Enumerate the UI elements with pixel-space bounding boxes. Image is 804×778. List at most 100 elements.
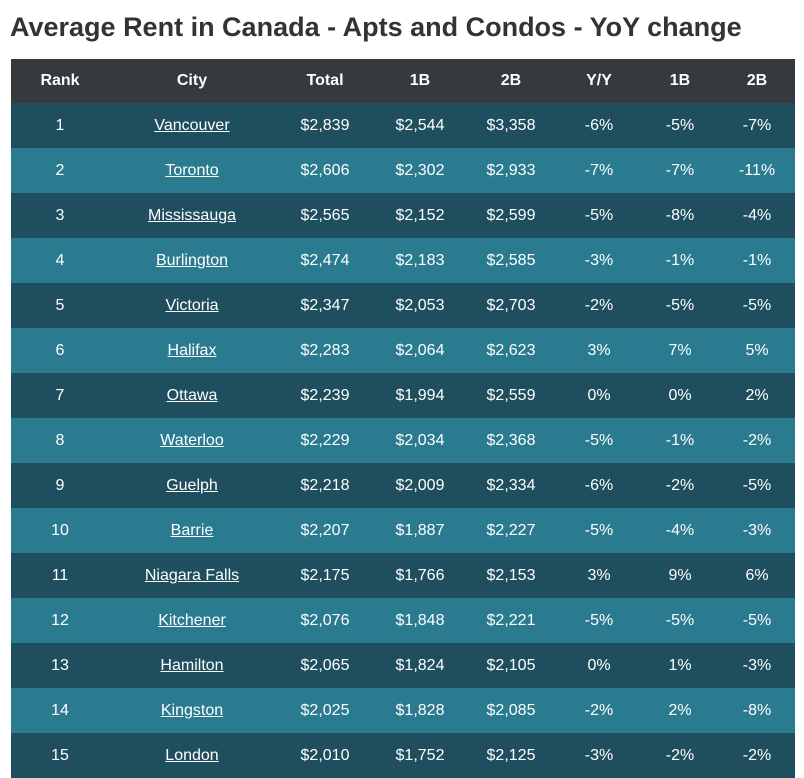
city-cell: London [109,733,275,778]
rank-cell: 4 [55,251,65,269]
change-2b-cell: -1% [742,251,772,269]
city-link[interactable]: Waterloo [160,431,224,449]
yy-change-cell: -6% [584,116,614,134]
city-link[interactable]: Kitchener [158,611,226,629]
total-rent-cell: $2,606 [300,161,350,179]
yy-change-cell: -5% [584,206,614,224]
rank-cell: 5 [55,296,65,314]
change-1b-cell: 7% [668,341,692,359]
rank-cell: 8 [55,431,65,449]
change-1b-cell: -2% [665,746,695,764]
total-rent-cell: $2,065 [300,656,350,674]
change-1b-cell: 0% [668,386,692,404]
rank-cell: 9 [55,476,65,494]
column-header-yy-change: Y/Y [586,72,612,89]
yy-change-cell: -5% [584,431,614,449]
table-row: 10 Barrie $2,207 $1,887 $2,227 -5% -4% -3% [11,508,795,553]
rank-cell: 14 [51,701,69,719]
rank-cell: 10 [51,521,69,539]
yy-change-cell: 0% [587,656,611,674]
city-link[interactable]: Ottawa [166,386,218,404]
change-2b-cell: -5% [742,611,772,629]
rent-1b-cell: $1,848 [395,611,445,629]
change-1b-cell: -5% [665,116,695,134]
change-1b-cell: -5% [665,611,695,629]
city-cell: Barrie [109,508,275,553]
rent-2b-cell: $3,358 [486,116,536,134]
change-2b-cell: -7% [742,116,772,134]
column-header-total: Total [306,72,344,89]
total-rent-cell: $2,347 [300,296,350,314]
city-cell: Waterloo [109,418,275,463]
city-link[interactable]: Vancouver [154,116,230,134]
change-1b-cell: 2% [668,701,692,719]
city-cell: Vancouver [109,103,275,148]
table-row: 6 Halifax $2,283 $2,064 $2,623 3% 7% 5% [11,328,795,373]
rank-cell: 15 [51,746,69,764]
change-2b-cell: -3% [742,521,772,539]
city-link[interactable]: Kingston [160,701,224,719]
table-row: 13 Hamilton $2,065 $1,824 $2,105 0% 1% -3% [11,643,795,688]
table-row: 12 Kitchener $2,076 $1,848 $2,221 -5% -5% -5% [11,598,795,643]
rent-1b-cell: $2,183 [395,251,445,269]
city-link[interactable]: Burlington [155,251,229,269]
yy-change-cell: -2% [584,701,614,719]
city-cell: Burlington [109,238,275,283]
yy-change-cell: 3% [587,566,611,584]
table-row: 11 Niagara Falls $2,175 $1,766 $2,153 3% 9% 6% [11,553,795,598]
city-link[interactable]: Mississauga [147,206,237,224]
rent-2b-cell: $2,105 [486,656,536,674]
total-rent-cell: $2,025 [300,701,350,719]
rent-1b-cell: $2,152 [395,206,445,224]
yy-change-cell: 0% [587,386,611,404]
change-2b-cell: -2% [742,431,772,449]
yy-change-cell: -3% [584,746,614,764]
rent-1b-cell: $1,752 [395,746,445,764]
rent-2b-cell: $2,703 [486,296,536,314]
table-body: 1 Vancouver $2,839 $2,544 $3,358 -6% -5% -7% 2 To… [11,103,795,778]
rent-2b-cell: $2,368 [486,431,536,449]
column-header-2b-rent: 2B [500,72,522,89]
total-rent-cell: $2,474 [300,251,350,269]
page-title: Average Rent in Canada - Apts and Condos… [10,12,742,42]
rent-2b-cell: $2,933 [486,161,536,179]
city-cell: Guelph [109,463,275,508]
yy-change-cell: -2% [584,296,614,314]
rent-2b-cell: $2,623 [486,341,536,359]
city-link[interactable]: Barrie [170,521,214,539]
city-cell: Niagara Falls [109,553,275,598]
rent-1b-cell: $1,994 [395,386,445,404]
table-row: 8 Waterloo $2,229 $2,034 $2,368 -5% -1% -2% [11,418,795,463]
city-link[interactable]: Niagara Falls [144,566,240,584]
rent-2b-cell: $2,221 [486,611,536,629]
change-2b-cell: -4% [742,206,772,224]
city-cell: Ottawa [109,373,275,418]
city-link[interactable]: Victoria [165,296,219,314]
table-row: 1 Vancouver $2,839 $2,544 $3,358 -6% -5% -7% [11,103,795,148]
total-rent-cell: $2,175 [300,566,350,584]
city-link[interactable]: Halifax [167,341,217,359]
table-header-row: Rank City Total 1B 2B Y/Y 1B 2B [11,59,795,103]
table-row: 15 London $2,010 $1,752 $2,125 -3% -2% -2% [11,733,795,778]
rent-2b-cell: $2,085 [486,701,536,719]
yy-change-cell: -7% [584,161,614,179]
rank-cell: 12 [51,611,69,629]
city-cell: Kingston [109,688,275,733]
total-rent-cell: $2,229 [300,431,350,449]
change-1b-cell: 1% [668,656,692,674]
city-link[interactable]: Guelph [166,476,218,494]
rent-1b-cell: $1,828 [395,701,445,719]
rent-2b-cell: $2,599 [486,206,536,224]
column-header-city: City [176,72,208,89]
change-2b-cell: -3% [742,656,772,674]
rank-cell: 2 [55,161,65,179]
change-2b-cell: -5% [742,476,772,494]
city-link[interactable]: London [165,746,219,764]
rent-2b-cell: $2,153 [486,566,536,584]
city-link[interactable]: Toronto [165,161,219,179]
yy-change-cell: -3% [584,251,614,269]
city-link[interactable]: Hamilton [160,656,224,674]
rent-2b-cell: $2,334 [486,476,536,494]
change-2b-cell: 5% [745,341,769,359]
rent-1b-cell: $2,544 [395,116,445,134]
